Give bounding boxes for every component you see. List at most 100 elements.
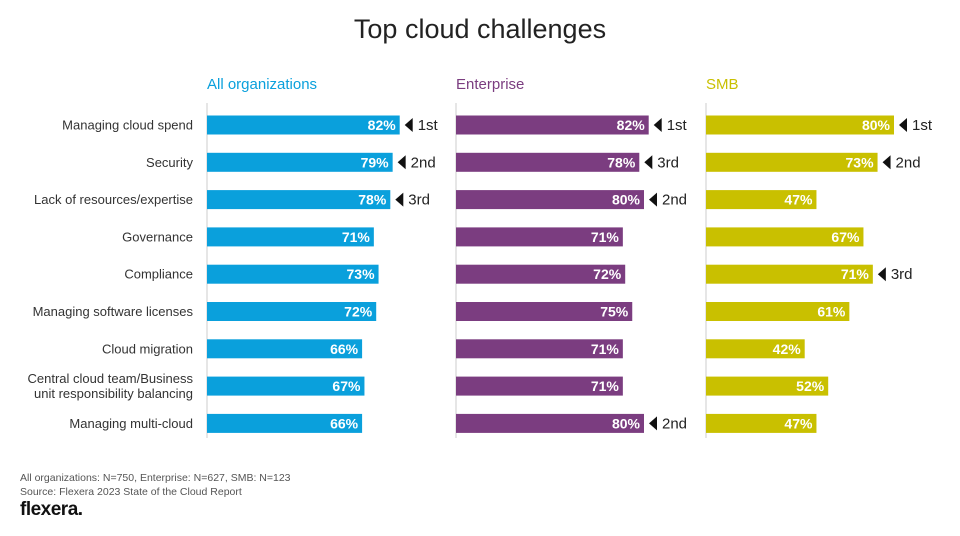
category-label: Managing software licenses bbox=[33, 304, 194, 319]
bar bbox=[207, 152, 393, 172]
bar-value-label: 66% bbox=[330, 341, 359, 357]
rank-label: 2nd bbox=[662, 415, 687, 432]
category-label-line: Central cloud team/Business bbox=[28, 371, 194, 386]
rank-pointer-icon bbox=[644, 155, 653, 170]
bar-value-label: 72% bbox=[344, 304, 373, 320]
rank-pointer-icon bbox=[649, 192, 657, 207]
category-label-line: unit responsibility balancing bbox=[34, 386, 193, 401]
bar-value-label: 52% bbox=[796, 378, 825, 394]
bar-value-label: 71% bbox=[591, 341, 620, 357]
category-label: Governance bbox=[122, 229, 193, 244]
bar bbox=[207, 339, 363, 359]
category-label-line: Managing software licenses bbox=[33, 304, 194, 319]
flexera-logo: flexera. bbox=[20, 499, 83, 520]
bar bbox=[207, 115, 400, 135]
bar-value-label: 42% bbox=[773, 341, 802, 357]
bar bbox=[207, 227, 374, 247]
bar-value-label: 71% bbox=[342, 229, 371, 245]
bar-value-label: 78% bbox=[607, 154, 636, 170]
bar bbox=[456, 152, 640, 172]
bar-value-label: 47% bbox=[784, 192, 813, 208]
rank-label: 3rd bbox=[408, 192, 430, 209]
series-header: Enterprise bbox=[456, 76, 524, 93]
bar bbox=[706, 264, 873, 284]
category-label-line: Managing multi-cloud bbox=[69, 416, 193, 431]
series-header: All organizations bbox=[207, 76, 317, 93]
category-label-line: Managing cloud spend bbox=[62, 118, 193, 133]
category-label-line: Lack of resources/expertise bbox=[34, 192, 193, 207]
series-header: SMB bbox=[706, 76, 739, 93]
category-label: Managing cloud spend bbox=[62, 118, 193, 133]
bar-value-label: 71% bbox=[591, 378, 620, 394]
bar-chart: Managing cloud spend Security Lack of reso… bbox=[28, 76, 933, 438]
category-label: Central cloud team/Business unit responsi… bbox=[28, 371, 194, 401]
rank-pointer-icon bbox=[404, 118, 413, 132]
bar bbox=[706, 302, 850, 321]
rank-pointer-icon bbox=[899, 118, 907, 132]
bar-value-label: 79% bbox=[361, 154, 390, 170]
bar-value-label: 67% bbox=[332, 378, 361, 394]
bar bbox=[706, 413, 817, 433]
bar bbox=[456, 376, 623, 396]
bar-value-label: 82% bbox=[617, 117, 646, 133]
rank-pointer-icon bbox=[649, 416, 657, 431]
bar bbox=[706, 190, 817, 210]
bar bbox=[456, 302, 633, 321]
bar bbox=[207, 190, 391, 210]
bar bbox=[706, 152, 878, 172]
bar-value-label: 80% bbox=[612, 192, 641, 208]
bar bbox=[456, 264, 626, 284]
category-label-line: Compliance bbox=[124, 267, 193, 282]
rank-label: 2nd bbox=[411, 154, 436, 171]
rank-pointer-icon bbox=[653, 118, 662, 132]
bar-value-label: 61% bbox=[817, 304, 846, 320]
bar-value-label: 67% bbox=[831, 229, 860, 245]
bar bbox=[456, 227, 623, 247]
bar-value-label: 72% bbox=[593, 266, 622, 282]
category-label-line: Governance bbox=[122, 229, 193, 244]
bar bbox=[456, 413, 644, 433]
category-label: Compliance bbox=[124, 267, 193, 282]
rank-label: 2nd bbox=[662, 192, 687, 209]
rank-pointer-icon bbox=[877, 267, 886, 282]
bar-value-label: 73% bbox=[846, 154, 875, 170]
bar bbox=[456, 115, 649, 135]
category-label: Lack of resources/expertise bbox=[34, 192, 193, 207]
bar bbox=[706, 339, 805, 359]
rank-pointer-icon bbox=[882, 155, 891, 170]
rank-label: 1st bbox=[418, 117, 439, 134]
rank-pointer-icon bbox=[397, 155, 406, 170]
bar bbox=[706, 115, 894, 135]
bar-value-label: 71% bbox=[841, 266, 870, 282]
rank-pointer-icon bbox=[395, 192, 404, 207]
category-label: Security bbox=[146, 155, 193, 170]
bar bbox=[706, 376, 829, 396]
category-label-line: Security bbox=[146, 155, 193, 170]
category-label-line: Cloud migration bbox=[102, 341, 193, 356]
bar-value-label: 80% bbox=[862, 117, 891, 133]
bar-value-label: 66% bbox=[330, 415, 359, 431]
bar-value-label: 75% bbox=[600, 304, 629, 320]
bar bbox=[207, 376, 365, 396]
rank-label: 3rd bbox=[891, 266, 913, 283]
footnote: All organizations: N=750, Enterprise: N=… bbox=[20, 471, 291, 499]
chart-title: Top cloud challenges bbox=[353, 14, 607, 44]
sample-size-note: All organizations: N=750, Enterprise: N=… bbox=[20, 472, 291, 484]
rank-label: 1st bbox=[667, 117, 688, 134]
rank-label: 3rd bbox=[657, 154, 679, 171]
bar-value-label: 73% bbox=[347, 266, 376, 282]
bar bbox=[456, 190, 644, 210]
bar-value-label: 80% bbox=[612, 415, 641, 431]
bar-value-label: 78% bbox=[358, 192, 387, 208]
bar bbox=[207, 264, 379, 284]
bar bbox=[207, 302, 377, 321]
bar-value-label: 47% bbox=[784, 415, 813, 431]
bar-value-label: 82% bbox=[368, 117, 397, 133]
source-note: Source: Flexera 2023 State of the Cloud … bbox=[20, 486, 242, 498]
rank-label: 1st bbox=[912, 117, 933, 134]
bar bbox=[207, 413, 363, 433]
category-label: Managing multi-cloud bbox=[69, 416, 193, 431]
category-label: Cloud migration bbox=[102, 341, 193, 356]
bar bbox=[706, 227, 864, 247]
rank-label: 2nd bbox=[896, 154, 921, 171]
